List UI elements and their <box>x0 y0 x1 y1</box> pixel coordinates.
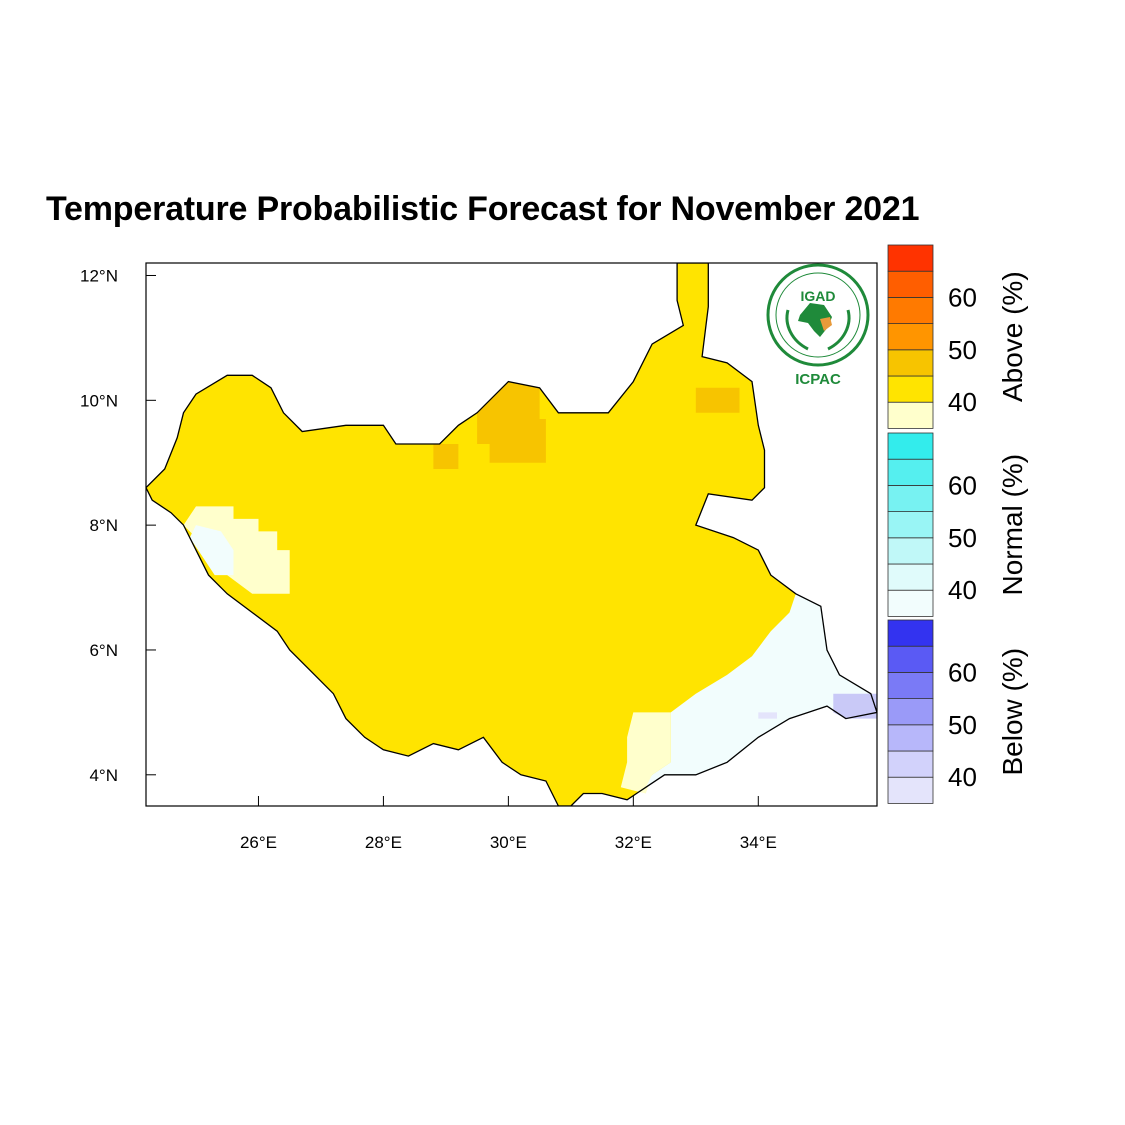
x-tick-label: 32°E <box>615 833 652 852</box>
forecast-zone-below-low <box>758 712 777 719</box>
colorbar-box <box>887 375 934 403</box>
colorbar-box <box>887 537 934 565</box>
colorbar-tick-label: 40 <box>948 387 977 417</box>
forecast-zone-normal-low <box>645 593 877 788</box>
colorbar-box <box>887 484 934 512</box>
country-border <box>146 263 877 806</box>
forecast-fill-layer <box>146 263 877 806</box>
colorbar-box <box>887 672 934 700</box>
colorbar-box <box>887 619 934 647</box>
forecast-zone-above-45 <box>433 444 459 469</box>
map-panel: 26°E 28°E 30°E 32°E 34°E 12°N 10°N 8°N 6°N 4°N <box>80 262 878 852</box>
colorbar-box <box>887 296 934 324</box>
colorbar-tick-label: 50 <box>948 523 977 553</box>
x-tick-label: 30°E <box>490 833 527 852</box>
colorbar-box <box>887 349 934 377</box>
colorbar-box <box>887 750 934 778</box>
colorbar-box <box>887 645 934 673</box>
forecast-zone-above-low <box>183 506 290 594</box>
forecast-zone-normal-low <box>189 525 234 576</box>
y-tick-label: 4°N <box>89 766 118 785</box>
forecast-zone-below-mid <box>833 693 877 719</box>
colorbar-tick-label: 50 <box>948 335 977 365</box>
colorbar-tick-label: 40 <box>948 575 977 605</box>
colorbar-box <box>887 458 934 486</box>
colorbar-tick-label: 50 <box>948 710 977 740</box>
colorbar-box <box>887 563 934 591</box>
axis-ticks: 26°E 28°E 30°E 32°E 34°E 12°N 10°N 8°N 6°N 4°N <box>80 266 777 852</box>
colorbar-box <box>887 432 934 460</box>
forecast-zone-above-45 <box>477 381 546 463</box>
map-title: Temperature Probabilistic Forecast for N… <box>46 190 920 228</box>
colorbar-tick-label: 60 <box>948 657 977 687</box>
colorbar-box <box>887 589 934 617</box>
colorbar-box <box>887 698 934 726</box>
forecast-zone-above-45 <box>695 387 740 413</box>
x-tick-label: 28°E <box>365 833 402 852</box>
x-tick-label: 26°E <box>240 833 277 852</box>
colorbar-tick-label: 40 <box>948 762 977 792</box>
colorbar-box <box>887 776 934 804</box>
colorbar: 60 50 40 Above (%) 60 50 40 Normal (%) 60 50 40 Bel… <box>887 244 1028 804</box>
logo-top-text: IGAD <box>801 288 836 304</box>
colorbar-tick-label: 60 <box>948 470 977 500</box>
colorbar-box <box>887 401 934 429</box>
x-tick-label: 34°E <box>740 833 777 852</box>
colorbar-group-title: Below (%) <box>997 648 1028 776</box>
map-frame <box>145 262 878 807</box>
y-tick-label: 6°N <box>89 641 118 660</box>
y-tick-label: 10°N <box>80 391 118 410</box>
forecast-zone-above-low <box>620 712 671 794</box>
igad-icpac-logo: IGAD ICPAC <box>766 263 870 388</box>
colorbar-box <box>887 323 934 351</box>
colorbar-group-title: Above (%) <box>997 271 1028 402</box>
y-tick-label: 12°N <box>80 266 118 285</box>
colorbar-group-title: Normal (%) <box>997 454 1028 596</box>
colorbar-box <box>887 511 934 539</box>
colorbar-box <box>887 270 934 298</box>
country-fill-above <box>146 263 877 806</box>
y-tick-label: 8°N <box>89 516 118 535</box>
logo-bottom-text: ICPAC <box>795 371 841 388</box>
colorbar-tick-label: 60 <box>948 282 977 312</box>
colorbar-box <box>887 724 934 752</box>
colorbar-box <box>887 244 934 272</box>
